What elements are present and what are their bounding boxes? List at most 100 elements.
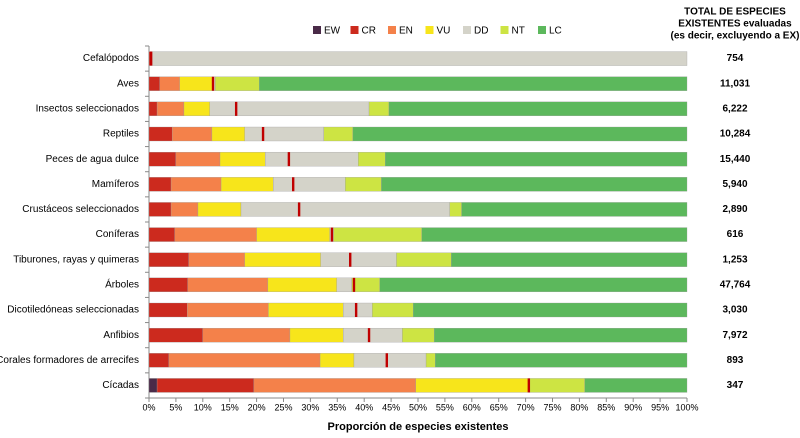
- y-tick-label: Reptiles: [103, 129, 139, 140]
- total-label: 10,284: [720, 129, 751, 140]
- bar-segment: [253, 378, 416, 393]
- bar-segment: [333, 227, 422, 242]
- x-tick-label: 70%: [517, 402, 535, 412]
- y-tick-label: Mamíferos: [92, 179, 139, 190]
- x-tick-label: 100%: [675, 402, 698, 412]
- threat-marker: [354, 303, 358, 317]
- y-tick-label: Anfibios: [103, 330, 139, 341]
- bar-segment: [148, 126, 173, 142]
- x-tick-label: 65%: [490, 402, 508, 412]
- bar-segment: [168, 353, 321, 368]
- total-label: 6,222: [722, 103, 747, 114]
- x-tick-label: 20%: [248, 402, 266, 412]
- bar-segment: [187, 277, 269, 293]
- bar-segment: [148, 302, 188, 318]
- x-tick-label: 80%: [570, 402, 588, 412]
- total-label: 616: [727, 229, 744, 240]
- bar-segment: [220, 177, 274, 192]
- total-label: 11,031: [720, 78, 750, 89]
- bar-segment: [209, 101, 370, 117]
- threat-marker: [385, 353, 388, 368]
- bar-segment: [352, 126, 688, 142]
- bar-segment: [358, 151, 386, 167]
- bar-segment: [148, 277, 188, 293]
- total-label: 15,440: [720, 154, 751, 165]
- bar-segment: [179, 76, 213, 91]
- bar-segment: [343, 327, 403, 343]
- threat-marker: [261, 127, 265, 141]
- bar-segment: [273, 177, 346, 192]
- legend-swatch: [463, 26, 471, 34]
- bar-segment: [244, 252, 321, 267]
- bar-segment: [320, 252, 397, 267]
- bar-segment: [202, 327, 291, 343]
- threat-marker: [527, 378, 531, 393]
- threat-marker: [211, 76, 215, 91]
- bar-segment: [385, 151, 688, 167]
- total-label: 7,972: [722, 330, 747, 341]
- total-label: 893: [727, 355, 744, 366]
- threat-marker: [234, 101, 238, 116]
- x-tick-label: 35%: [328, 402, 346, 412]
- bar-segment: [156, 101, 185, 117]
- legend-label: CR: [362, 26, 376, 37]
- bar-segment: [413, 302, 688, 318]
- y-tick-label: Cefalópodos: [83, 53, 139, 64]
- bar-segment: [425, 353, 436, 368]
- threat-marker: [352, 277, 356, 292]
- total-label: 754: [727, 53, 744, 64]
- bar-segment: [211, 126, 245, 142]
- x-tick-label: 45%: [382, 402, 400, 412]
- totals-title: TOTAL DE ESPECIES: [684, 7, 786, 18]
- x-tick-label: 55%: [436, 402, 454, 412]
- threat-marker: [330, 227, 334, 242]
- bar-segment: [148, 378, 158, 393]
- bar-segment: [187, 302, 269, 318]
- bar-segment: [388, 101, 688, 117]
- bar-segment: [148, 177, 172, 192]
- x-tick-label: 40%: [355, 402, 373, 412]
- threat-marker: [367, 328, 371, 343]
- bar-segment: [240, 202, 450, 217]
- y-tick-label: Dicotiledóneas seleccionadas: [7, 305, 139, 316]
- x-tick-label: 95%: [651, 402, 669, 412]
- bar-segment: [148, 353, 170, 368]
- bar-segment: [188, 252, 245, 267]
- y-tick-label: Coníferas: [96, 229, 139, 240]
- bar-segment: [345, 177, 382, 192]
- bar-segment: [323, 126, 354, 142]
- y-tick-label: Crustáceos seleccionados: [22, 204, 139, 215]
- bar-segment: [415, 378, 531, 393]
- total-label: 5,940: [722, 179, 747, 190]
- bar-segment: [267, 277, 337, 293]
- x-axis-label: Proporción de especies existentes: [328, 421, 509, 433]
- bar-segment: [170, 177, 222, 192]
- bar-segment: [148, 151, 177, 167]
- legend-swatch: [425, 26, 434, 34]
- x-tick-label: 75%: [543, 402, 561, 412]
- threat-marker: [287, 152, 291, 167]
- bar-segment: [148, 252, 189, 267]
- bar-segment: [197, 202, 242, 217]
- bar-segment: [351, 277, 380, 293]
- y-tick-label: Cícadas: [102, 380, 139, 391]
- legend-swatch: [388, 26, 396, 34]
- bar-segment: [256, 227, 330, 242]
- bar-segment: [148, 227, 175, 242]
- y-tick-label: Peces de agua dulce: [46, 154, 140, 165]
- total-label: 3,030: [722, 305, 747, 316]
- bar-segment: [171, 126, 213, 142]
- y-tick-label: Corales formadores de arrecifes: [0, 355, 139, 366]
- bar-segment: [449, 202, 462, 217]
- bar-segment: [219, 151, 266, 167]
- threat-marker: [349, 252, 352, 267]
- y-tick-label: Insectos seleccionados: [36, 103, 139, 114]
- bar-segment: [381, 177, 688, 192]
- bar-segment: [265, 151, 359, 167]
- bar-segment: [259, 76, 688, 91]
- bar-segment: [151, 51, 688, 66]
- bar-segment: [244, 126, 324, 142]
- legend-swatch: [538, 26, 546, 34]
- bar-segment: [319, 353, 355, 368]
- x-tick-label: 15%: [221, 402, 239, 412]
